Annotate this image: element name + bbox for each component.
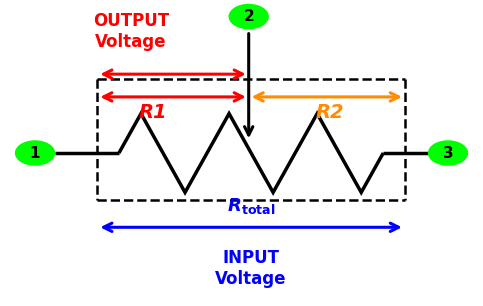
Text: INPUT
Voltage: INPUT Voltage — [215, 249, 287, 288]
Text: R$_{\mathbf{total}}$: R$_{\mathbf{total}}$ — [227, 196, 275, 216]
Text: R1: R1 — [138, 103, 167, 121]
Text: 3: 3 — [443, 145, 454, 161]
Text: OUTPUT
Voltage: OUTPUT Voltage — [93, 12, 169, 51]
Text: R2: R2 — [316, 103, 345, 121]
Text: 2: 2 — [243, 9, 254, 24]
Circle shape — [15, 140, 55, 166]
Circle shape — [228, 4, 269, 29]
Text: 1: 1 — [30, 145, 40, 161]
Circle shape — [428, 140, 468, 166]
